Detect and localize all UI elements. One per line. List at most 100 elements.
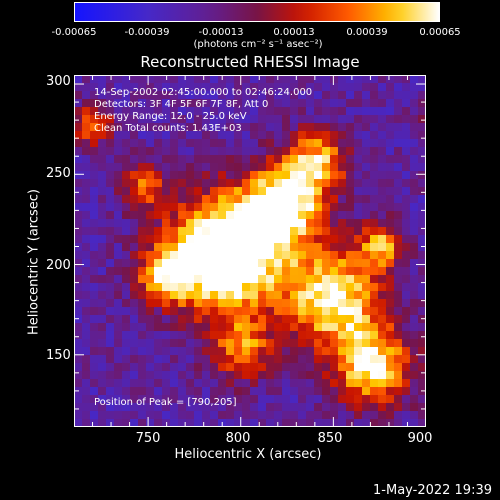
- heatmap-cell: [82, 179, 91, 188]
- heatmap-cell: [194, 155, 203, 164]
- heatmap-cell: [178, 371, 187, 380]
- heatmap-cell: [154, 99, 163, 108]
- heatmap-cell: [330, 411, 339, 420]
- colorbar-tick: 0.00065: [419, 27, 461, 38]
- heatmap-cell: [98, 251, 107, 260]
- heatmap-cell: [274, 347, 283, 356]
- heatmap-cell: [298, 355, 307, 364]
- heatmap-cell: [266, 179, 275, 188]
- heatmap-cell: [162, 347, 171, 356]
- heatmap-cell: [170, 323, 179, 332]
- heatmap-cell: [370, 291, 379, 300]
- heatmap-cell: [178, 291, 187, 300]
- heatmap-cell: [386, 155, 395, 164]
- heatmap-cell: [106, 219, 115, 228]
- heatmap-cell: [162, 195, 171, 204]
- heatmap-cell: [186, 283, 195, 292]
- heatmap-cell: [386, 411, 395, 420]
- heatmap-cell: [354, 75, 363, 84]
- heatmap-cell: [82, 203, 91, 212]
- heatmap-cell: [154, 267, 163, 276]
- x-axis-label: Heliocentric X (arcsec): [174, 447, 322, 462]
- heatmap-cell: [410, 347, 419, 356]
- heatmap-cell: [298, 155, 307, 164]
- heatmap-cell: [322, 99, 331, 108]
- heatmap-cell: [298, 411, 307, 420]
- heatmap-cell: [370, 107, 379, 116]
- heatmap-cell: [90, 395, 99, 404]
- heatmap-cell: [122, 339, 131, 348]
- heatmap-cell: [394, 203, 403, 212]
- heatmap-cell: [410, 371, 419, 380]
- heatmap-cell: [106, 283, 115, 292]
- heatmap-cell: [202, 387, 211, 396]
- heatmap-cell: [394, 75, 403, 84]
- heatmap-cell: [218, 387, 227, 396]
- annotation-peak-position: Position of Peak = [790,205]: [94, 397, 237, 408]
- heatmap-cell: [250, 123, 259, 132]
- heatmap-cell: [106, 179, 115, 188]
- heatmap-cell: [186, 83, 195, 92]
- heatmap-cell: [218, 267, 227, 276]
- heatmap-cell: [402, 171, 411, 180]
- heatmap-cell: [354, 419, 363, 427]
- heatmap-cell: [386, 259, 395, 268]
- heatmap-cell: [130, 291, 139, 300]
- heatmap-cell: [202, 155, 211, 164]
- heatmap-cell: [234, 115, 243, 124]
- heatmap-cell: [114, 75, 123, 84]
- heatmap-cell: [218, 203, 227, 212]
- heatmap-cell: [218, 115, 227, 124]
- heatmap-cell: [130, 83, 139, 92]
- y-tick-label: 300: [46, 74, 71, 89]
- heatmap-cell: [218, 235, 227, 244]
- heatmap-cell: [306, 411, 315, 420]
- heatmap-cell: [386, 195, 395, 204]
- heatmap-cell: [298, 195, 307, 204]
- heatmap-cell: [82, 259, 91, 268]
- heatmap-cell: [266, 227, 275, 236]
- heatmap-cell: [210, 371, 219, 380]
- heatmap-cell: [146, 91, 155, 100]
- heatmap-cell: [354, 387, 363, 396]
- heatmap-cell: [402, 83, 411, 92]
- heatmap-cell: [82, 83, 91, 92]
- heatmap-cell: [162, 339, 171, 348]
- heatmap-cell: [242, 91, 251, 100]
- heatmap-cell: [298, 235, 307, 244]
- heatmap-cell: [138, 411, 147, 420]
- heatmap-cell: [290, 251, 299, 260]
- heatmap-cell: [322, 403, 331, 412]
- heatmap-cell: [218, 227, 227, 236]
- heatmap-cell: [202, 147, 211, 156]
- heatmap-cell: [194, 323, 203, 332]
- heatmap-cell: [178, 259, 187, 268]
- heatmap-cell: [322, 419, 331, 427]
- heatmap-cell: [418, 187, 426, 196]
- heatmap-cell: [258, 387, 267, 396]
- heatmap-cell: [234, 147, 243, 156]
- heatmap-cell: [394, 227, 403, 236]
- heatmap-cell: [386, 339, 395, 348]
- heatmap-cell: [314, 355, 323, 364]
- heatmap-cell: [322, 299, 331, 308]
- heatmap-cell: [346, 387, 355, 396]
- heatmap-cell: [162, 179, 171, 188]
- heatmap-cell: [346, 291, 355, 300]
- heatmap-cell: [378, 355, 387, 364]
- heatmap-cell: [258, 83, 267, 92]
- heatmap-cell: [322, 171, 331, 180]
- heatmap-cell: [114, 299, 123, 308]
- heatmap-cell: [114, 419, 123, 427]
- heatmap-plot: [74, 75, 426, 427]
- heatmap-cell: [354, 339, 363, 348]
- heatmap-cell: [186, 155, 195, 164]
- colorbar-tick: -0.00065: [51, 27, 97, 38]
- heatmap-cell: [194, 99, 203, 108]
- heatmap-cell: [250, 347, 259, 356]
- heatmap-cell: [226, 75, 235, 84]
- heatmap-cell: [202, 403, 211, 412]
- heatmap-cell: [250, 283, 259, 292]
- colorbar-unit-label: (photons cm⁻² s⁻¹ asec⁻²): [193, 39, 323, 50]
- heatmap-cell: [138, 107, 147, 116]
